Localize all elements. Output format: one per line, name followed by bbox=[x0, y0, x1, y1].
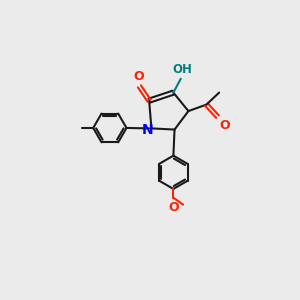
Text: O: O bbox=[168, 201, 179, 214]
Text: O: O bbox=[220, 119, 230, 132]
Text: O: O bbox=[133, 70, 144, 83]
Text: N: N bbox=[142, 123, 153, 136]
Text: OH: OH bbox=[172, 63, 192, 76]
